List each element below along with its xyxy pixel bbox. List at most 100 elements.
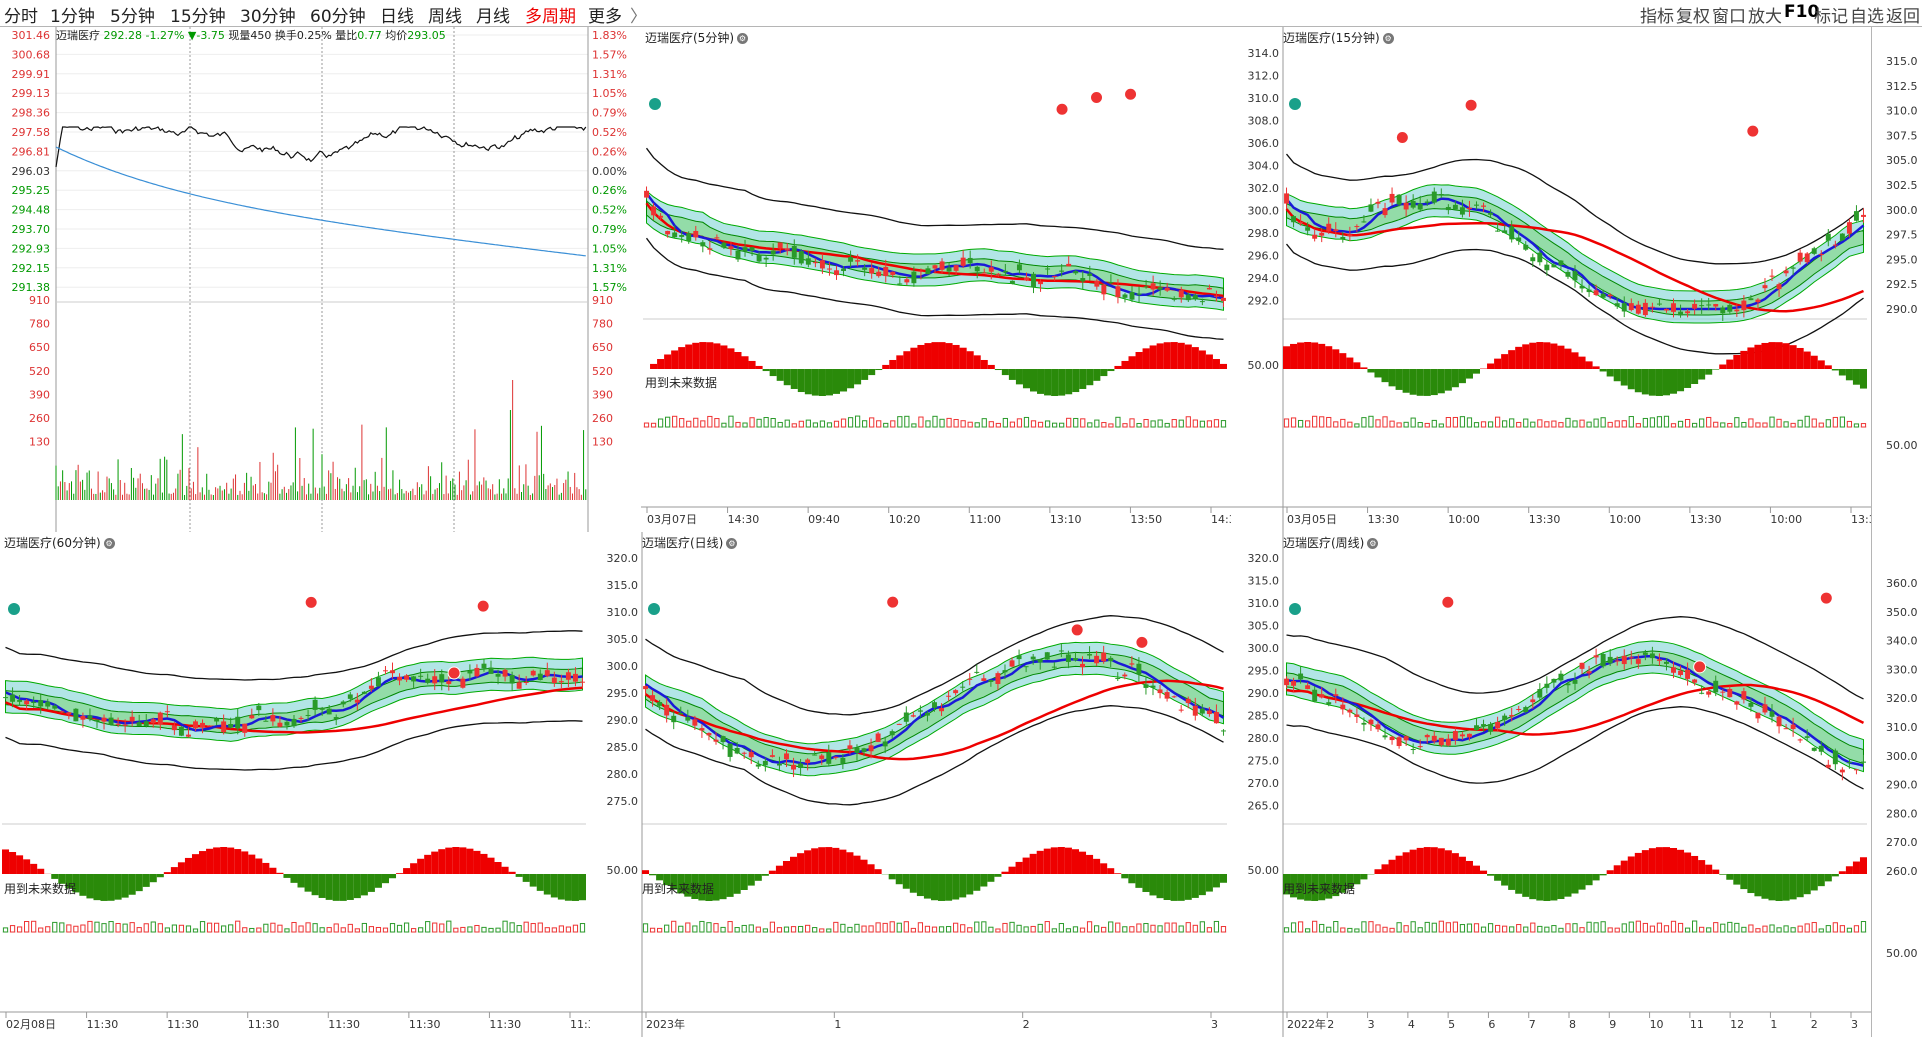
x-tick: 02月08日: [6, 1018, 56, 1031]
indicator-volume-bar: [707, 415, 713, 428]
panel-title: 迈瑞医疗(周线) ⚙: [1283, 536, 1379, 550]
period-tab-multi[interactable]: 多周期: [525, 7, 576, 27]
indicator-volume-bar: [1846, 927, 1853, 933]
settings-gear-icon[interactable]: ⚙: [103, 538, 115, 549]
candle-body: [1853, 211, 1859, 221]
indicator-volume-bar: [1206, 927, 1212, 933]
indicator-volume-bar: [1431, 419, 1437, 428]
indicator-volume-bar: [333, 923, 339, 933]
indicator-volume-bar: [1811, 418, 1817, 428]
indicator-volume-bar: [439, 923, 445, 933]
mark-button[interactable]: 标记: [1814, 7, 1848, 27]
period-tab-1min[interactable]: 1分钟: [50, 7, 95, 27]
y-tick: 302.0: [1248, 182, 1280, 195]
indicator-volume-bar: [1473, 923, 1480, 933]
x-tick: 3: [1851, 1018, 1858, 1031]
kline-chart[interactable]: 314.0 312.0 310.0 308.0 306.0 304.0 302.0 300.0…: [1231, 27, 1871, 532]
period-tab-more[interactable]: 更多: [588, 7, 622, 27]
candle-body: [565, 672, 571, 680]
watchlist-button[interactable]: 自选: [1850, 7, 1884, 27]
indicator-volume-bar: [1044, 420, 1051, 428]
volume-tick: 780: [29, 318, 50, 331]
window-button[interactable]: 窗口: [1712, 7, 1746, 27]
candle-body: [1319, 232, 1325, 236]
settings-gear-icon[interactable]: ⚙: [1382, 33, 1394, 44]
period-tab-30min[interactable]: 30分钟: [240, 7, 296, 27]
candle-body: [1565, 271, 1571, 277]
candle-body: [31, 701, 37, 703]
buy-signal-icon: [1090, 91, 1104, 105]
candle-body: [1804, 736, 1810, 738]
indicator-volume-bar: [1157, 419, 1163, 428]
price-tick: 298.36: [12, 107, 51, 120]
more-chevron-icon[interactable]: 〉: [630, 7, 647, 27]
intraday-chart[interactable]: 301.46 1.83% 300.68 1.57% 299.91 1.31% 299.13 1…: [0, 27, 641, 532]
candle-body: [1642, 652, 1648, 655]
candle-body: [1382, 735, 1388, 738]
y-tick: 304.0: [1248, 160, 1280, 173]
f10-button[interactable]: F10: [1784, 2, 1820, 22]
chart-panel-15min[interactable]: 迈瑞医疗(15分钟) ⚙ 314.0 312.0 310.0 308.0 306.0 304…: [1231, 27, 1872, 533]
candle-body: [974, 266, 980, 272]
bollinger-upper: [1286, 616, 1864, 700]
indicator-volume-bar: [967, 421, 973, 428]
y-tick: 305.0: [607, 633, 639, 646]
chart-panel-5min[interactable]: 迈瑞医疗(5分钟) ⚙ 用到未来数据 03月07日 14:30 09:40 10:20 1…: [641, 27, 1232, 533]
indicator-volume-bar: [24, 920, 30, 933]
indicator-volume-bar: [1136, 423, 1142, 428]
indicator-volume-bar: [699, 920, 705, 933]
candle-body: [1080, 663, 1085, 668]
intraday-panel[interactable]: 迈瑞医疗 292.28 -1.27% ▼-3.75 现量450 换手0.25% …: [0, 27, 642, 533]
chart-panel-60min[interactable]: 迈瑞医疗(60分钟) ⚙ 用到未来数据 02月08日 11:30 11:30 11:30…: [0, 532, 591, 1037]
period-tab-fenshi[interactable]: 分时: [4, 7, 38, 27]
kline-chart[interactable]: 03月07日 14:30 09:40 10:20 11:00 13:10 13:50 14:3…: [641, 27, 1231, 532]
indicator-volume-bar: [38, 927, 44, 933]
future-data-label: 用到未来数据: [645, 376, 718, 390]
indicator-volume-bar: [1164, 422, 1170, 428]
indicator-volume-bar: [713, 923, 719, 933]
period-tab-weekly[interactable]: 周线: [428, 7, 462, 27]
settings-gear-icon[interactable]: ⚙: [726, 538, 738, 549]
period-tab-daily[interactable]: 日线: [380, 7, 414, 27]
percent-tick: 1.31%: [592, 68, 627, 81]
price-tick: 296.03: [12, 165, 51, 178]
indicator-volume-bar: [446, 920, 452, 933]
indicator-volume-bar: [1143, 418, 1149, 428]
indicator-volume-bar: [1663, 925, 1670, 933]
candle-body: [742, 247, 748, 252]
candle-body: [981, 678, 987, 681]
settings-gear-icon[interactable]: ⚙: [1367, 538, 1379, 549]
candle-body: [855, 260, 861, 262]
candle-body: [1192, 705, 1198, 716]
adjust-button[interactable]: 复权: [1676, 7, 1710, 27]
kline-chart[interactable]: 320.0 315.0 310.0 305.0 300.0 295.0 290.0 285.0…: [590, 532, 1231, 1037]
candle-body: [228, 724, 234, 728]
candle-body: [101, 717, 107, 722]
period-tab-monthly[interactable]: 月线: [476, 7, 510, 27]
candle-body: [580, 681, 585, 683]
candle-body: [1199, 708, 1205, 714]
volume-tick: 650: [592, 341, 613, 354]
y-tick: 298.0: [1248, 227, 1280, 240]
indicator-volume-bar: [228, 924, 234, 933]
y-tick: 308.0: [1248, 115, 1280, 128]
candle-body: [791, 764, 797, 770]
candle-body: [411, 676, 417, 682]
price-tick: 301.46: [12, 29, 51, 42]
chart-panel-weekly[interactable]: 迈瑞医疗(周线) ⚙ 用到未来数据 320.0 315.0 310.0 305.0 300…: [1231, 532, 1872, 1037]
candle-body: [460, 678, 466, 688]
indicator-volume-bar: [798, 420, 804, 428]
kline-chart[interactable]: 02月08日 11:30 11:30 11:30 11:30 11:30 11:30 11:3…: [0, 532, 590, 1037]
indicator-volume-bar: [1480, 926, 1487, 933]
period-tab-15min[interactable]: 15分钟: [170, 7, 226, 27]
period-tab-60min[interactable]: 60分钟: [310, 7, 366, 27]
indicator-volume-bar: [1452, 921, 1458, 933]
back-button[interactable]: 返回: [1886, 7, 1920, 27]
kline-chart[interactable]: 320.0 315.0 310.0 305.0 300.0 295.0 290.0 285.0…: [1231, 532, 1871, 1037]
indicator-button[interactable]: 指标: [1640, 7, 1674, 27]
indicator-volume-bar: [1079, 927, 1086, 933]
zoom-button[interactable]: 放大: [1748, 7, 1782, 27]
chart-panel-daily[interactable]: 迈瑞医疗(日线) ⚙ 用到未来数据 320.0 315.0 310.0 305.0 300…: [590, 532, 1232, 1037]
period-tab-5min[interactable]: 5分钟: [110, 7, 155, 27]
settings-gear-icon[interactable]: ⚙: [737, 33, 748, 44]
